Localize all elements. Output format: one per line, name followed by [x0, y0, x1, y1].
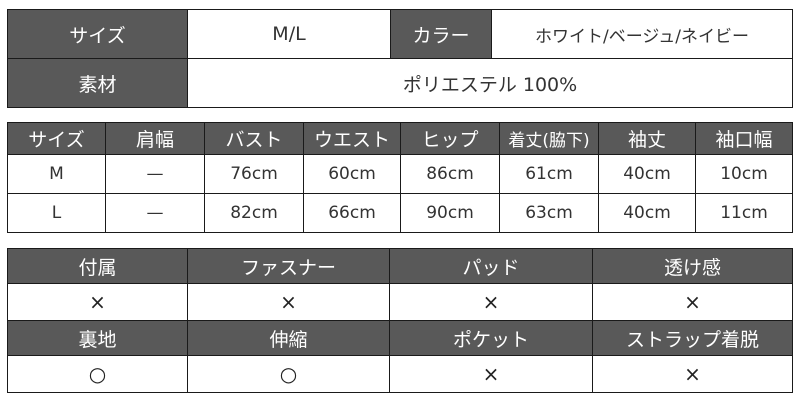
header-cuff: 袖口幅	[695, 122, 793, 155]
cross-mark: ×	[389, 283, 593, 321]
cell: 86cm	[400, 154, 500, 194]
features-header-row-2: 裏地 伸縮 ポケット ストラップ着脱	[7, 320, 793, 356]
header-pocket: ポケット	[389, 320, 593, 356]
cell: 11cm	[695, 193, 793, 233]
size-label: サイズ	[7, 9, 188, 59]
header-length: 着丈(脇下)	[499, 122, 599, 155]
cell: 63cm	[499, 193, 599, 233]
header-strap: ストラップ着脱	[592, 320, 793, 356]
header-zipper: ファスナー	[187, 248, 390, 284]
cross-mark: ×	[187, 283, 390, 321]
cell: M	[7, 154, 106, 194]
cell: —	[105, 193, 205, 233]
header-accessories: 付属	[7, 248, 188, 284]
circle-mark: ○	[187, 355, 390, 393]
header-sleeve: 袖丈	[598, 122, 696, 155]
measurements-header-row: サイズ 肩幅 バスト ウエスト ヒップ 着丈(脇下) 袖丈 袖口幅	[7, 122, 793, 155]
material-label: 素材	[7, 58, 188, 108]
table-row: M — 76cm 60cm 86cm 61cm 40cm 10cm	[7, 154, 793, 194]
cell: 60cm	[303, 154, 401, 194]
header-lining: 裏地	[7, 320, 188, 356]
summary-row-size-color: サイズ M/L カラー ホワイト/ベージュ/ネイビー	[7, 9, 793, 59]
summary-table: サイズ M/L カラー ホワイト/ベージュ/ネイビー 素材 ポリエステル 100…	[7, 9, 793, 108]
cell: —	[105, 154, 205, 194]
cell: 40cm	[598, 154, 696, 194]
cross-mark: ×	[7, 283, 188, 321]
cell: 10cm	[695, 154, 793, 194]
summary-row-material: 素材 ポリエステル 100%	[7, 58, 793, 108]
features-table: 付属 ファスナー パッド 透け感 × × × × 裏地 伸縮 ポケット ストラッ…	[7, 248, 793, 393]
cell: L	[7, 193, 106, 233]
material-value: ポリエステル 100%	[187, 58, 793, 108]
color-label: カラー	[390, 9, 492, 59]
header-bust: バスト	[204, 122, 304, 155]
cross-mark: ×	[389, 355, 593, 393]
header-sheerness: 透け感	[592, 248, 793, 284]
features-header-row-1: 付属 ファスナー パッド 透け感	[7, 248, 793, 284]
cell: 90cm	[400, 193, 500, 233]
circle-mark: ○	[7, 355, 188, 393]
header-hip: ヒップ	[400, 122, 500, 155]
cross-mark: ×	[592, 355, 793, 393]
cell: 66cm	[303, 193, 401, 233]
cell: 40cm	[598, 193, 696, 233]
header-shoulder: 肩幅	[105, 122, 205, 155]
table-row: L — 82cm 66cm 90cm 63cm 40cm 11cm	[7, 193, 793, 233]
color-value: ホワイト/ベージュ/ネイビー	[491, 9, 793, 59]
cross-mark: ×	[592, 283, 793, 321]
header-waist: ウエスト	[303, 122, 401, 155]
size-value: M/L	[187, 9, 391, 59]
cell: 76cm	[204, 154, 304, 194]
cell: 82cm	[204, 193, 304, 233]
header-pad: パッド	[389, 248, 593, 284]
measurements-table: サイズ 肩幅 バスト ウエスト ヒップ 着丈(脇下) 袖丈 袖口幅 M — 76…	[7, 122, 793, 233]
cell: 61cm	[499, 154, 599, 194]
features-value-row-2: ○ ○ × ×	[7, 355, 793, 393]
header-size: サイズ	[7, 122, 106, 155]
header-stretch: 伸縮	[187, 320, 390, 356]
features-value-row-1: × × × ×	[7, 283, 793, 321]
